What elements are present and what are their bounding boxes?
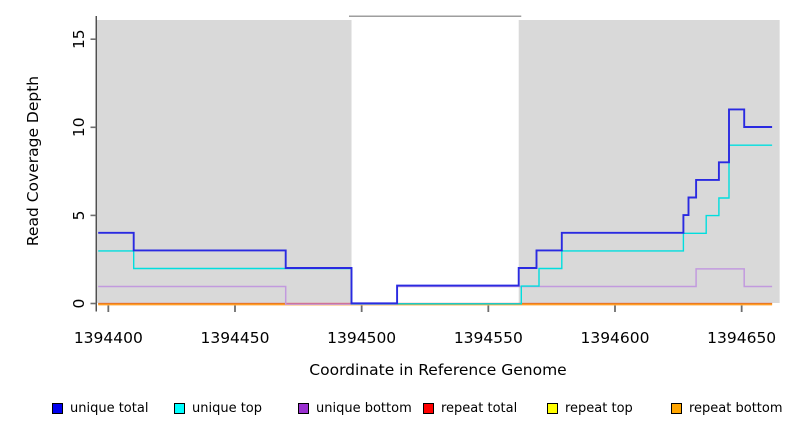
legend-swatch-repeat-bottom: [671, 403, 682, 414]
legend-swatch-unique-total: [52, 403, 63, 414]
x-axis-title: Coordinate in Reference Genome: [309, 361, 567, 379]
y-tick-label: 10: [70, 117, 88, 137]
legend-swatch-unique-top: [174, 403, 185, 414]
legend-label: unique top: [192, 401, 263, 416]
legend-item-repeat-total: repeat total: [423, 400, 517, 417]
legend-swatch-repeat-total: [423, 403, 434, 414]
legend-label: repeat top: [565, 401, 633, 416]
y-axis-title: Read Coverage Depth: [24, 75, 42, 247]
x-tick-label: 1394550: [454, 329, 523, 347]
legend-label: repeat bottom: [689, 401, 783, 416]
x-tick-label: 1394600: [580, 329, 649, 347]
shaded-region: [96, 20, 352, 303]
legend-item-repeat-bottom: repeat bottom: [671, 400, 783, 417]
y-tick-label: 5: [70, 210, 88, 220]
legend-item-unique-bottom: unique bottom: [298, 400, 412, 417]
legend-label: unique bottom: [316, 401, 412, 416]
legend-swatch-unique-bottom: [298, 403, 309, 414]
series-line-unique-bottom: [98, 268, 773, 305]
legend-item-repeat-top: repeat top: [547, 400, 633, 417]
shaded-region: [518, 20, 780, 303]
y-tick-label: 15: [70, 29, 88, 49]
series-line-unique-total: [98, 108, 773, 305]
y-tick-label: 0: [70, 299, 88, 309]
legend-item-unique-top: unique top: [174, 400, 262, 417]
legend-swatch-repeat-top: [547, 403, 558, 414]
x-tick-label: 1394400: [74, 329, 143, 347]
legend-item-unique-total: unique total: [52, 400, 148, 417]
x-tick-label: 1394450: [200, 329, 269, 347]
legend-label: unique total: [70, 401, 149, 416]
x-tick-label: 1394500: [327, 329, 396, 347]
x-tick-label: 1394650: [707, 329, 776, 347]
legend-label: repeat total: [441, 401, 518, 416]
